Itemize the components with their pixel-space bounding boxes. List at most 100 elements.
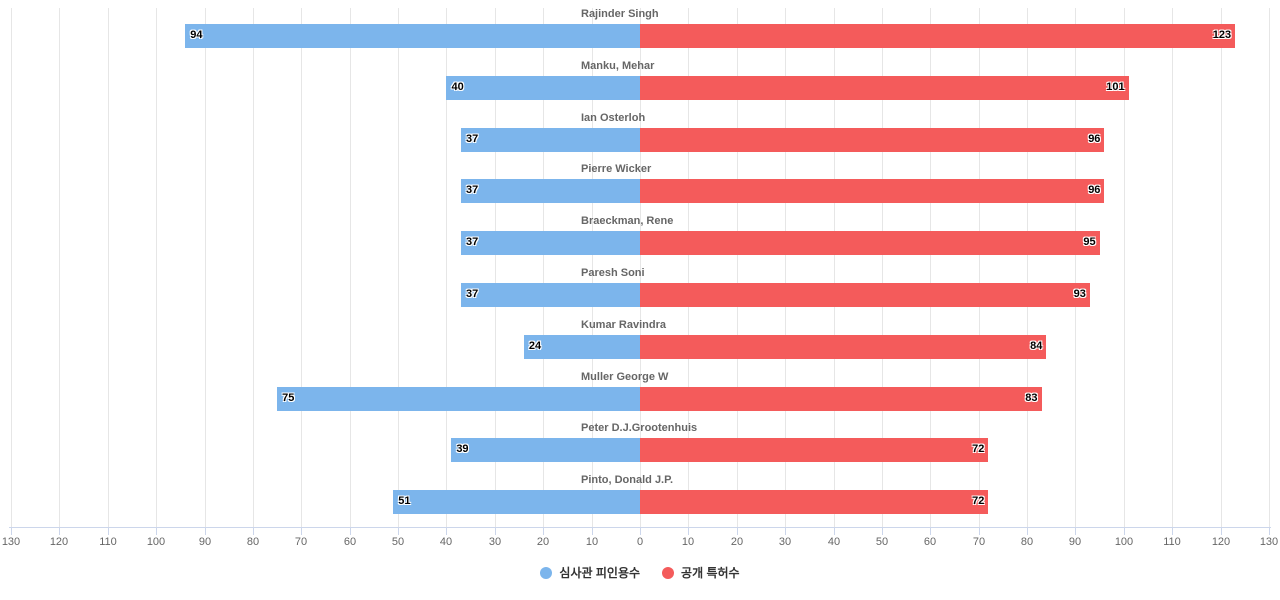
bar-patents[interactable]: 96 xyxy=(640,179,1105,204)
tick-mark xyxy=(495,527,496,535)
tick-label: 50 xyxy=(391,536,405,548)
tick-mark xyxy=(834,527,835,535)
gridline xyxy=(205,8,206,528)
bar-cited[interactable]: 39 xyxy=(451,438,640,463)
tick-mark xyxy=(156,527,157,535)
bar-cited[interactable]: 37 xyxy=(460,283,640,307)
tick-label: 40 xyxy=(827,536,841,548)
tick-mark xyxy=(11,527,12,535)
bar-patents[interactable]: 93 xyxy=(640,283,1090,307)
category-label: Braeckman, Rene xyxy=(581,215,674,228)
gridline xyxy=(1075,8,1076,528)
data-label: 37 xyxy=(465,132,479,145)
gridline xyxy=(785,8,786,528)
gridline xyxy=(737,8,738,528)
category-label: Pinto, Donald J.P. xyxy=(581,474,674,487)
tick-mark xyxy=(1221,527,1222,535)
tick-mark xyxy=(205,527,206,535)
gridline xyxy=(979,8,980,528)
tick-label: 60 xyxy=(923,536,937,548)
data-label: 40 xyxy=(451,80,464,93)
tick-mark xyxy=(737,527,738,535)
data-label: 39 xyxy=(456,443,469,456)
tick-mark xyxy=(543,527,544,535)
bar-patents[interactable]: 83 xyxy=(640,386,1042,411)
bar-cited[interactable]: 94 xyxy=(185,24,640,48)
bar-cited[interactable]: 40 xyxy=(446,75,640,100)
legend-item-patents[interactable]: 공개 특허수 xyxy=(662,564,740,581)
data-label: 101 xyxy=(1106,80,1125,93)
tick-mark xyxy=(59,527,60,535)
legend-item-cited[interactable]: 심사관 피인용수 xyxy=(540,564,640,581)
bar-patents[interactable]: 101 xyxy=(640,75,1129,100)
tick-mark xyxy=(785,527,786,535)
gridline xyxy=(350,8,351,528)
data-label: 37 xyxy=(465,236,479,249)
tick-mark xyxy=(979,527,980,535)
bar-cited[interactable]: 37 xyxy=(460,231,640,256)
tick-label: 30 xyxy=(778,536,792,548)
tick-label: 110 xyxy=(1163,536,1181,548)
legend-label: 심사관 피인용수 xyxy=(559,566,641,580)
tick-label: 40 xyxy=(439,536,453,548)
tick-mark xyxy=(882,527,883,535)
tick-label: 100 xyxy=(1114,536,1134,548)
bar-cited[interactable]: 24 xyxy=(523,334,640,359)
data-label: 24 xyxy=(528,339,542,352)
tick-label: 120 xyxy=(1211,536,1231,548)
tick-mark xyxy=(1172,527,1173,535)
gridline xyxy=(640,8,641,528)
gridline xyxy=(592,8,593,528)
gridline xyxy=(495,8,496,528)
data-label: 123 xyxy=(1212,29,1232,41)
bar-cited[interactable]: 51 xyxy=(393,490,640,515)
tick-label: 70 xyxy=(972,536,986,548)
category-label: Muller George W xyxy=(581,370,669,383)
tick-label: 120 xyxy=(49,536,69,548)
bar-cited[interactable]: 37 xyxy=(460,127,640,152)
bar-cited[interactable]: 37 xyxy=(460,179,640,204)
tick-label: 30 xyxy=(488,536,502,548)
bar-patents[interactable]: 84 xyxy=(640,334,1047,359)
tick-label: 70 xyxy=(294,536,308,548)
tick-mark xyxy=(108,527,109,535)
tick-mark xyxy=(1075,527,1076,535)
legend: 심사관 피인용수 공개 특허수 xyxy=(0,564,1280,581)
tick-mark xyxy=(592,527,593,535)
bar-patents[interactable]: 95 xyxy=(640,231,1100,256)
tick-mark xyxy=(930,527,931,535)
tick-label: 60 xyxy=(343,536,357,548)
legend-label: 공개 특허수 xyxy=(681,566,740,580)
tick-label: 80 xyxy=(246,536,260,548)
bar-patents[interactable]: 123 xyxy=(640,24,1236,48)
tick-mark xyxy=(1027,527,1028,535)
gridline xyxy=(688,8,689,528)
tick-mark xyxy=(1269,527,1270,535)
data-label: 84 xyxy=(1030,339,1043,352)
bar-cited[interactable]: 75 xyxy=(277,386,640,411)
data-label: 37 xyxy=(465,288,479,300)
gridline xyxy=(108,8,109,528)
category-label: Kumar Ravindra xyxy=(581,318,666,331)
data-label: 94 xyxy=(190,29,203,41)
bar-patents[interactable]: 72 xyxy=(640,490,989,515)
category-label: Peter D.J.Grootenhuis xyxy=(581,422,698,435)
data-label: 96 xyxy=(1088,184,1101,197)
category-label: Rajinder Singh xyxy=(581,8,659,20)
tick-label: 10 xyxy=(681,536,695,548)
data-label: 75 xyxy=(282,391,295,404)
tick-label: 90 xyxy=(1068,536,1082,548)
data-label: 72 xyxy=(972,495,985,508)
gridline xyxy=(543,8,544,528)
bar-patents[interactable]: 72 xyxy=(640,438,989,463)
data-label: 37 xyxy=(465,184,479,197)
data-label: 72 xyxy=(972,443,985,456)
data-label: 83 xyxy=(1025,391,1038,404)
gridline xyxy=(398,8,399,528)
gridline xyxy=(156,8,157,528)
tick-mark xyxy=(640,527,641,535)
bar-patents[interactable]: 96 xyxy=(640,127,1105,152)
gridline xyxy=(59,8,60,528)
category-label: Manku, Mehar xyxy=(581,59,655,72)
tick-label: 110 xyxy=(99,536,117,548)
